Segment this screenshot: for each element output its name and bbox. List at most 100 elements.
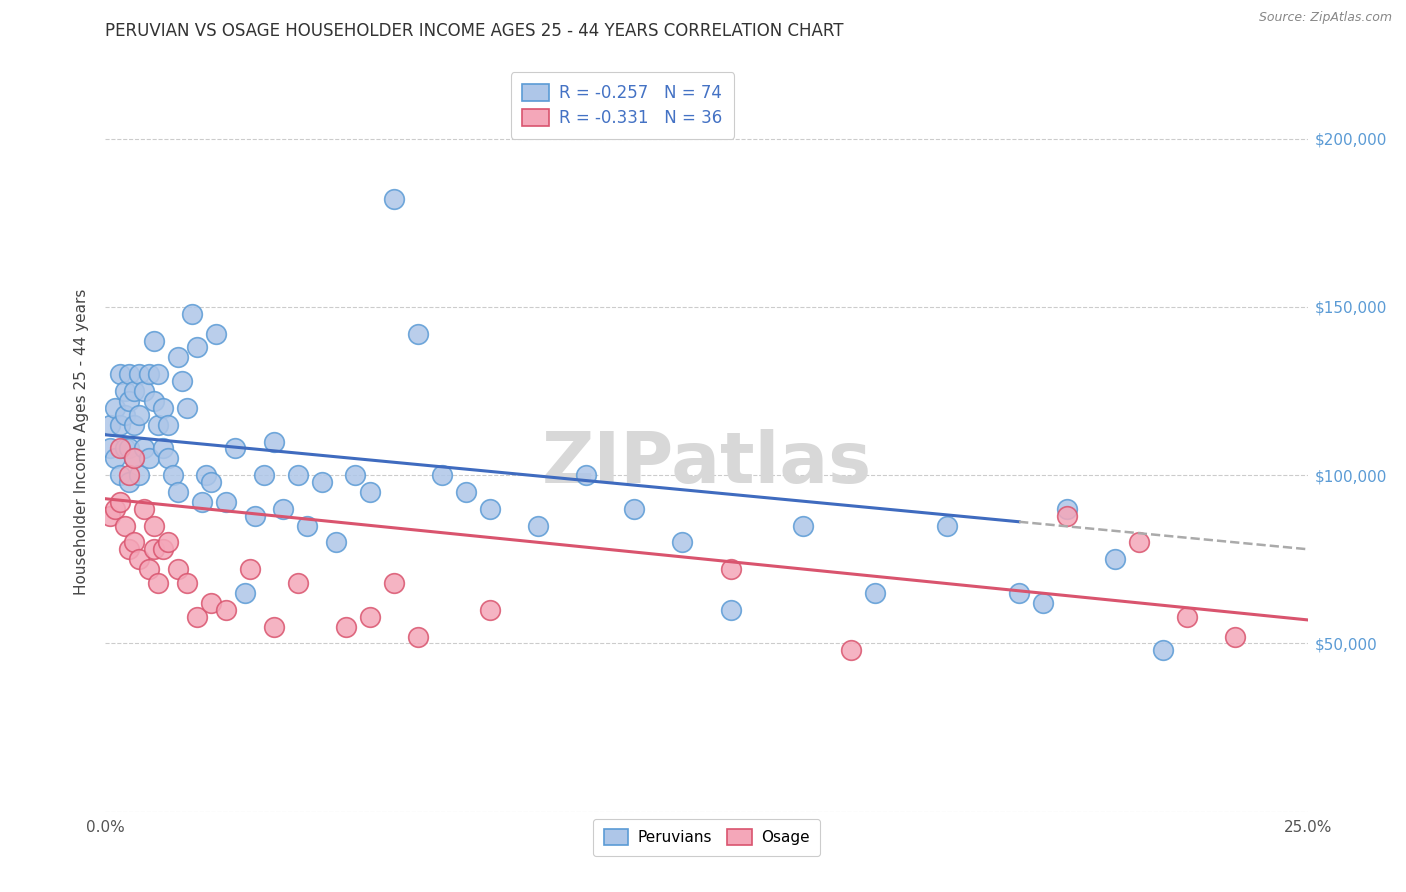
Point (128, 368, 150, 382)
Point (148, 368, 170, 382)
Point (132, 501, 155, 516)
Point (406, 326, 429, 341)
Point (406, 630, 429, 644)
Point (263, 434, 285, 449)
Point (176, 401, 198, 415)
Point (108, 417, 131, 432)
Point (1152, 643, 1174, 657)
Point (287, 468, 309, 483)
Point (214, 495, 236, 509)
Point (128, 408, 150, 422)
Point (172, 374, 194, 388)
Point (575, 468, 598, 483)
Point (359, 609, 381, 624)
Point (200, 596, 222, 610)
Point (142, 542, 165, 557)
Text: Source: ZipAtlas.com: Source: ZipAtlas.com (1258, 11, 1392, 24)
Point (138, 368, 160, 382)
Point (1225, 630, 1247, 644)
Point (359, 485, 381, 500)
Point (108, 468, 131, 483)
Point (156, 417, 179, 432)
Text: ZIPatlas: ZIPatlas (541, 429, 872, 499)
Point (118, 468, 141, 483)
Point (205, 326, 228, 341)
Point (128, 468, 150, 483)
Point (214, 603, 236, 617)
Point (176, 575, 198, 590)
Point (186, 340, 208, 354)
Point (311, 475, 333, 489)
Point (124, 417, 146, 432)
Point (118, 475, 141, 489)
Point (148, 417, 170, 432)
Point (936, 518, 959, 533)
Point (344, 468, 367, 483)
Point (200, 475, 222, 489)
Point (166, 485, 188, 500)
Point (152, 401, 174, 415)
Point (479, 603, 502, 617)
Legend: Peruvians, Osage: Peruvians, Osage (593, 819, 820, 856)
Point (297, 518, 319, 533)
Point (132, 384, 155, 398)
Y-axis label: Householder Income Ages 25 - 44 years: Householder Income Ages 25 - 44 years (75, 288, 90, 595)
Point (156, 451, 179, 466)
Point (720, 603, 742, 617)
Point (156, 535, 179, 549)
Point (114, 518, 136, 533)
Point (1128, 535, 1150, 549)
Point (1032, 596, 1054, 610)
Point (118, 442, 141, 456)
Point (233, 586, 256, 600)
Point (623, 501, 645, 516)
Point (148, 575, 170, 590)
Point (124, 384, 146, 398)
Point (190, 495, 212, 509)
Point (142, 334, 165, 348)
Point (239, 562, 262, 576)
Point (243, 508, 266, 523)
Point (132, 442, 155, 456)
Point (195, 468, 218, 483)
Point (430, 468, 453, 483)
Point (104, 501, 127, 516)
Point (382, 192, 405, 206)
Point (98, 442, 121, 456)
Point (108, 495, 131, 509)
Point (287, 575, 309, 590)
Point (124, 451, 146, 466)
Point (138, 562, 160, 576)
Point (273, 501, 295, 516)
Point (114, 442, 136, 456)
Point (1056, 501, 1078, 516)
Point (108, 368, 131, 382)
Point (98, 417, 121, 432)
Point (104, 401, 127, 415)
Point (479, 501, 502, 516)
Point (138, 451, 160, 466)
Point (124, 451, 146, 466)
Text: PERUVIAN VS OSAGE HOUSEHOLDER INCOME AGES 25 - 44 YEARS CORRELATION CHART: PERUVIAN VS OSAGE HOUSEHOLDER INCOME AGE… (105, 22, 844, 40)
Point (124, 535, 146, 549)
Point (118, 542, 141, 557)
Point (720, 562, 742, 576)
Point (162, 468, 184, 483)
Point (527, 518, 550, 533)
Point (142, 394, 165, 409)
Point (382, 575, 405, 590)
Point (863, 586, 886, 600)
Point (152, 442, 174, 456)
Point (181, 307, 204, 321)
Point (1056, 508, 1078, 523)
Point (335, 619, 357, 633)
Point (114, 384, 136, 398)
Point (1104, 552, 1126, 566)
Point (166, 562, 188, 576)
Point (118, 394, 141, 409)
Point (671, 535, 693, 549)
Point (253, 468, 276, 483)
Point (104, 451, 127, 466)
Point (224, 442, 246, 456)
Point (98, 508, 121, 523)
